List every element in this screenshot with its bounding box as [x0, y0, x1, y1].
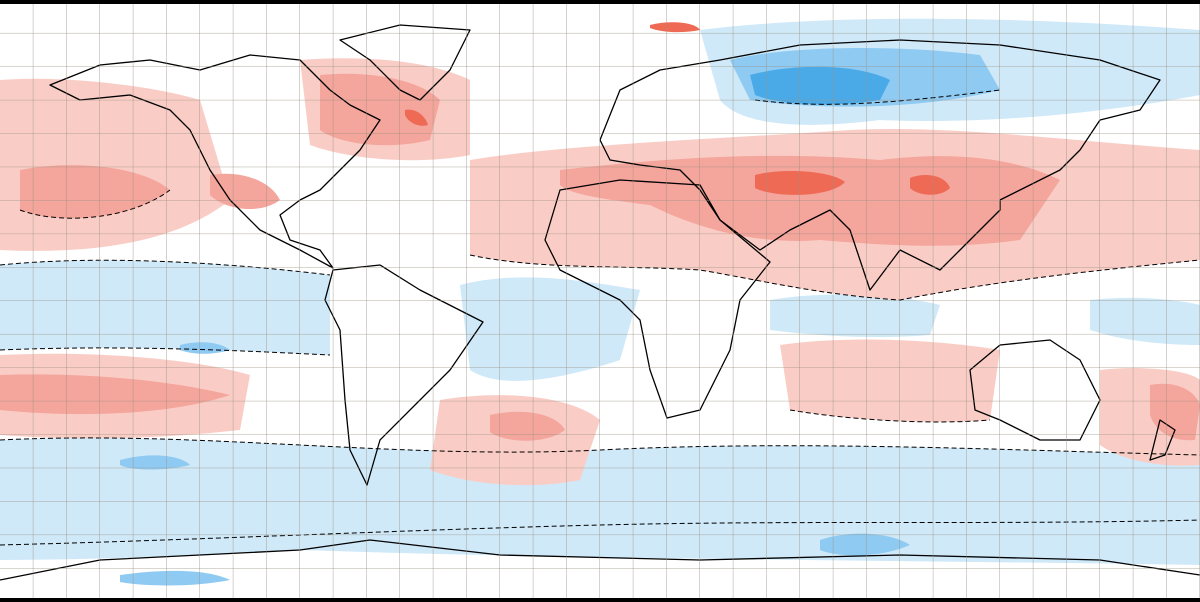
bottom-border — [0, 598, 1200, 602]
top-border — [0, 0, 1200, 4]
